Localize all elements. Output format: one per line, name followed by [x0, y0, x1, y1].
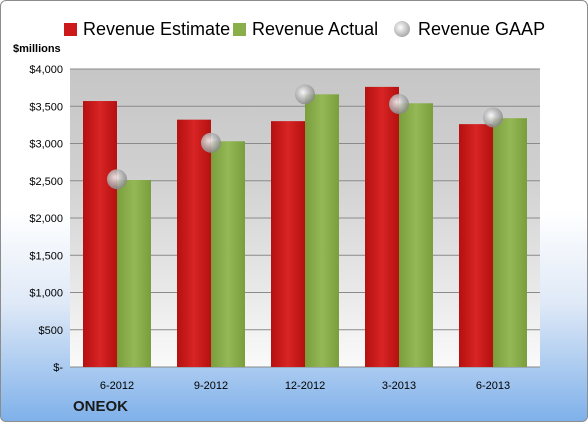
marker-revenue-gaap: [483, 107, 503, 128]
bar-revenue-estimate: [177, 119, 211, 367]
y-tick-label: $2,000: [29, 213, 63, 225]
legend-label-gaap: Revenue GAAP: [418, 18, 546, 39]
marker-revenue-gaap: [389, 94, 409, 115]
y-tick-label: $3,500: [29, 101, 63, 113]
bar-revenue-estimate: [271, 121, 305, 368]
legend-item-gaap: Revenue GAAP: [394, 16, 545, 42]
x-tick-label: 6-2013: [476, 380, 510, 392]
x-tick-label: 6-2012: [100, 380, 134, 392]
y-tick-label: $3,000: [29, 139, 63, 151]
x-axis-ticks: 6-2012 9-2012 12-2012 3-2013 6-2013: [100, 380, 510, 392]
bar-revenue-estimate: [83, 101, 117, 367]
legend-label-estimate: Revenue Estimate: [83, 18, 231, 39]
gaap-markers: [107, 84, 503, 190]
x-tick-label: 12-2012: [285, 380, 325, 392]
y-axis-unit-label: $millions: [13, 43, 61, 55]
legend-item-actual: Revenue Actual: [233, 16, 378, 42]
y-tick-label: $1,000: [29, 288, 63, 300]
y-tick-label: $-: [53, 362, 63, 374]
x-tick-label: 9-2012: [194, 380, 228, 392]
bar-revenue-actual: [399, 103, 433, 368]
marker-revenue-gaap: [107, 169, 127, 190]
y-tick-label: $4,000: [29, 64, 63, 76]
y-tick-label: $2,500: [29, 176, 63, 188]
marker-revenue-gaap: [201, 132, 221, 153]
bar-revenue-actual: [211, 141, 245, 367]
legend-swatch-actual: [233, 22, 246, 36]
y-tick-label: $1,500: [29, 250, 63, 262]
y-tick-label: $500: [39, 325, 63, 337]
legend-swatch-estimate: [64, 22, 77, 36]
bar-revenue-actual: [117, 180, 151, 367]
bar-revenue-estimate: [459, 124, 493, 367]
company-name: ONEOK: [73, 398, 129, 415]
bar-revenue-actual: [493, 118, 527, 367]
bar-revenue-actual: [305, 94, 339, 367]
marker-revenue-gaap: [295, 84, 315, 105]
legend: Revenue Estimate Revenue Actual Revenue …: [1, 16, 587, 46]
bars: [83, 86, 527, 368]
x-tick-label: 3-2013: [382, 380, 416, 392]
legend-marker-gaap: [394, 21, 410, 37]
legend-label-actual: Revenue Actual: [252, 18, 379, 39]
legend-item-estimate: Revenue Estimate: [64, 16, 230, 42]
y-axis-ticks: $- $500 $1,000 $1,500 $2,000 $2,500 $3,000 $3,5…: [29, 64, 63, 374]
bar-revenue-estimate: [365, 86, 399, 367]
